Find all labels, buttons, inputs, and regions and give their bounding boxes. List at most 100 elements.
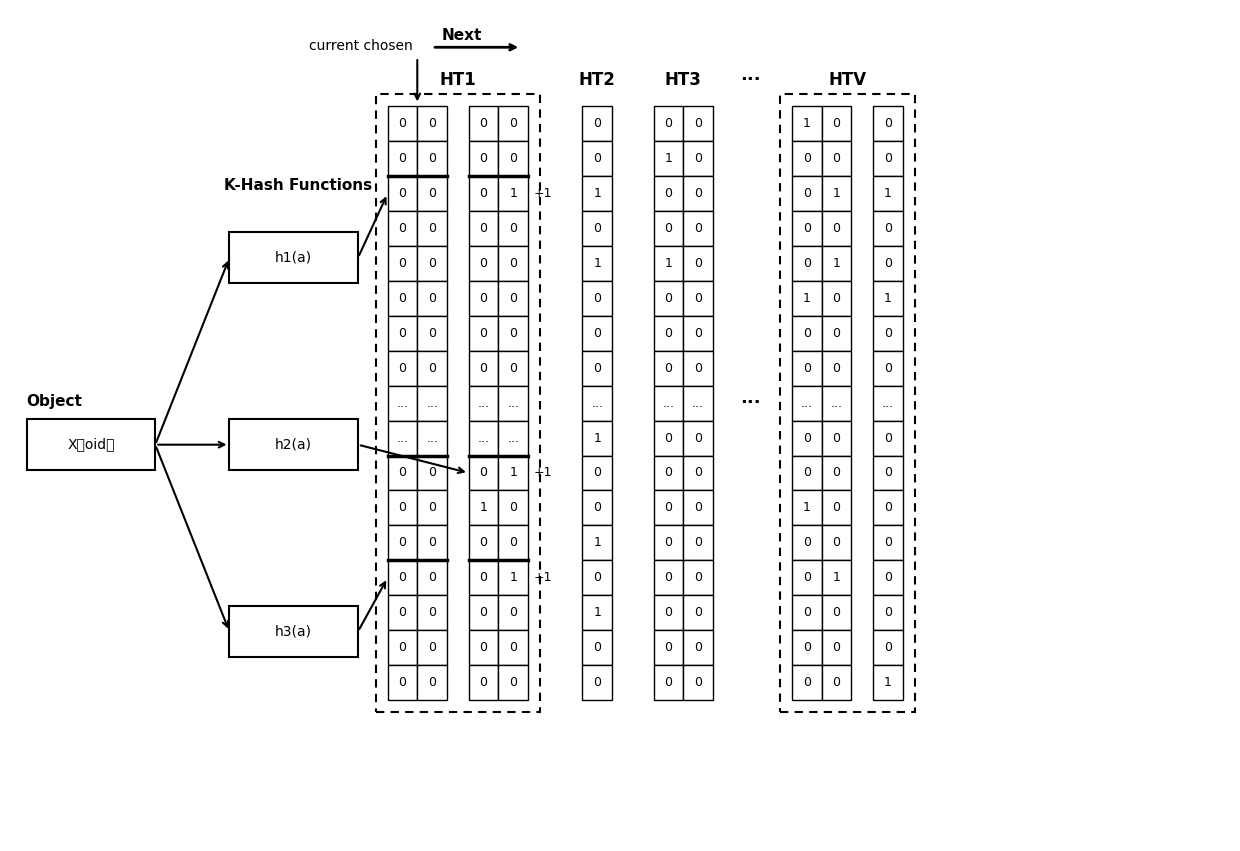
- Bar: [653, 490, 683, 525]
- Bar: [792, 246, 822, 281]
- Bar: [418, 316, 446, 351]
- Text: 0: 0: [802, 152, 811, 165]
- Text: 0: 0: [665, 292, 672, 305]
- Text: 0: 0: [884, 571, 892, 585]
- Text: 0: 0: [510, 222, 517, 235]
- Text: 0: 0: [802, 466, 811, 479]
- Bar: [388, 211, 418, 246]
- Text: 0: 0: [428, 571, 436, 585]
- Text: 0: 0: [665, 641, 672, 654]
- Bar: [498, 141, 528, 176]
- Bar: [683, 351, 713, 386]
- Bar: [583, 281, 613, 316]
- Bar: [873, 490, 903, 525]
- Bar: [418, 351, 446, 386]
- Bar: [469, 106, 498, 141]
- Bar: [873, 211, 903, 246]
- Bar: [418, 490, 446, 525]
- Bar: [583, 351, 613, 386]
- Bar: [792, 106, 822, 141]
- Bar: [469, 316, 498, 351]
- Bar: [469, 665, 498, 700]
- Text: HT1: HT1: [439, 71, 476, 89]
- Bar: [822, 351, 852, 386]
- Text: ...: ...: [397, 431, 408, 444]
- Text: 0: 0: [665, 466, 672, 479]
- Bar: [498, 351, 528, 386]
- Text: 1: 1: [510, 466, 517, 479]
- Text: h1(a): h1(a): [275, 251, 312, 265]
- Bar: [418, 455, 446, 490]
- Text: 0: 0: [694, 676, 702, 689]
- Text: 0: 0: [832, 606, 841, 620]
- Bar: [498, 316, 528, 351]
- Bar: [873, 630, 903, 665]
- Bar: [27, 419, 155, 471]
- Text: 0: 0: [665, 187, 672, 200]
- Text: 0: 0: [428, 536, 436, 549]
- Bar: [388, 176, 418, 211]
- Text: 0: 0: [694, 501, 702, 514]
- Text: 0: 0: [398, 466, 407, 479]
- Text: 0: 0: [398, 292, 407, 305]
- Text: 0: 0: [665, 676, 672, 689]
- Bar: [792, 141, 822, 176]
- Text: 1: 1: [665, 257, 672, 270]
- Text: 0: 0: [510, 501, 517, 514]
- Bar: [469, 595, 498, 630]
- Text: 0: 0: [694, 292, 702, 305]
- Text: 0: 0: [428, 641, 436, 654]
- Text: 0: 0: [802, 222, 811, 235]
- Text: 0: 0: [593, 571, 601, 585]
- Bar: [683, 455, 713, 490]
- Text: 1: 1: [510, 571, 517, 585]
- Bar: [498, 595, 528, 630]
- Bar: [792, 211, 822, 246]
- Text: 0: 0: [398, 222, 407, 235]
- Text: 0: 0: [694, 222, 702, 235]
- Text: ...: ...: [831, 397, 842, 409]
- Text: 0: 0: [884, 257, 892, 270]
- Bar: [376, 94, 539, 711]
- Bar: [418, 525, 446, 560]
- Text: HTV: HTV: [828, 71, 867, 89]
- Text: 0: 0: [510, 641, 517, 654]
- Bar: [873, 246, 903, 281]
- Bar: [388, 455, 418, 490]
- Text: 1: 1: [884, 676, 892, 689]
- Text: 1: 1: [804, 117, 811, 130]
- Text: 0: 0: [398, 257, 407, 270]
- Text: 0: 0: [398, 327, 407, 340]
- Bar: [229, 232, 358, 283]
- Bar: [792, 665, 822, 700]
- Text: 0: 0: [694, 431, 702, 444]
- Bar: [229, 606, 358, 657]
- Text: 0: 0: [884, 501, 892, 514]
- Bar: [653, 211, 683, 246]
- Text: 0: 0: [694, 466, 702, 479]
- Text: HT3: HT3: [665, 71, 702, 89]
- Text: 0: 0: [428, 152, 436, 165]
- Text: 0: 0: [884, 431, 892, 444]
- Bar: [873, 386, 903, 420]
- Bar: [822, 490, 852, 525]
- Text: 0: 0: [480, 676, 487, 689]
- Bar: [792, 316, 822, 351]
- Bar: [792, 525, 822, 560]
- Bar: [583, 176, 613, 211]
- Text: 1: 1: [884, 292, 892, 305]
- Text: 0: 0: [480, 466, 487, 479]
- Bar: [388, 386, 418, 420]
- Bar: [388, 141, 418, 176]
- Bar: [583, 560, 613, 595]
- Bar: [418, 560, 446, 595]
- Bar: [388, 595, 418, 630]
- Bar: [780, 94, 915, 711]
- Text: 0: 0: [428, 362, 436, 374]
- Text: 0: 0: [694, 327, 702, 340]
- Text: ...: ...: [692, 397, 704, 409]
- Text: 0: 0: [480, 571, 487, 585]
- Bar: [792, 630, 822, 665]
- Text: 0: 0: [398, 501, 407, 514]
- Bar: [822, 316, 852, 351]
